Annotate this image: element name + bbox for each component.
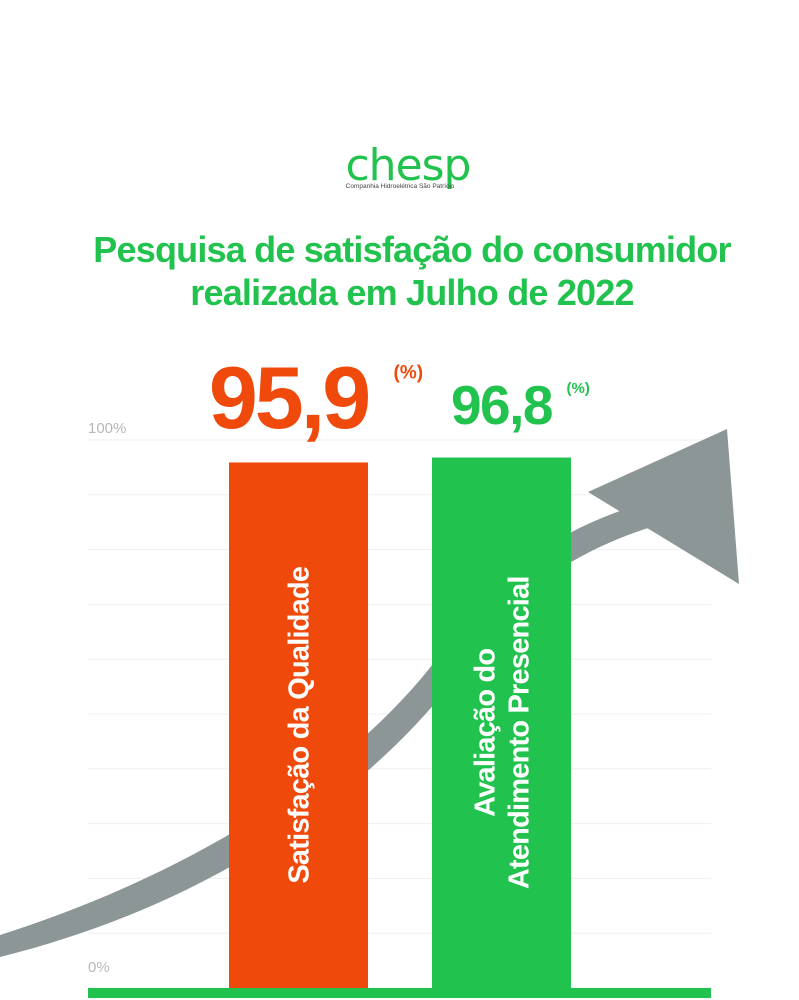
chart-title-line-1: Pesquisa de satisfação do consumidor [93,229,731,270]
logo: chesp Companhia Hidroelétrica São Patríc… [345,140,471,191]
category-label-line: Avaliação do [470,649,502,817]
trend-arrow [0,429,739,957]
y-tick-label-100: 100% [88,420,126,437]
logo-subtitle: Companhia Hidroelétrica São Patrício [346,183,455,190]
unit-label-2: (%) [567,380,590,397]
category-label-1: Satisfação da Qualidade [284,566,316,883]
category-label-line: Satisfação da Qualidade [284,566,316,883]
category-label-line: Atendimento Presencial [504,576,536,889]
x-axis-baseline [88,988,711,998]
bar-1 [229,462,368,988]
logo-wordmark: chesp [345,140,470,191]
value-label-1: 95,9 [209,348,368,447]
unit-label-1: (%) [394,363,424,384]
value-label-2: 96,8 [451,374,552,436]
y-tick-label-0: 0% [88,959,110,976]
chart-title-line-2: realizada em Julho de 2022 [190,272,633,313]
bar-2 [432,457,571,988]
bars: 95,9 (%) Satisfação da Qualidade 96,8 (%) Ava… [209,348,590,988]
category-label-2: Avaliação do Atendimento Presencial [470,576,536,889]
trend-arrow-head [588,429,739,584]
